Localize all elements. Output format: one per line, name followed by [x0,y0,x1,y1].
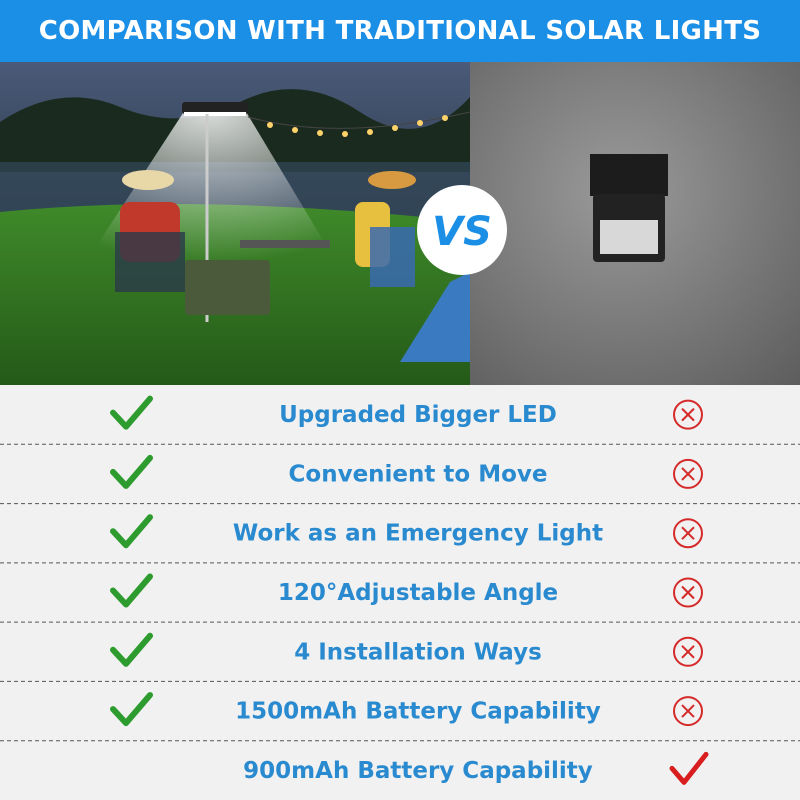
cross-part [673,577,703,608]
hat-right [368,171,416,189]
comparison-table: Upgraded Bigger LED Convenient to Move Wor… [0,395,800,785]
green-check [110,692,153,727]
feature-label: 900mAh Battery Capability [243,758,593,784]
red-cross [673,577,703,608]
cross-part [673,518,703,549]
green-check [110,454,153,489]
cross-part [673,636,703,667]
hat-left [122,170,174,190]
cooler-box [185,260,270,315]
string-light-wire [247,111,471,129]
green-check [110,573,153,608]
header-banner: COMPARISON WITH TRADITIONAL SOLAR LIGHTS [0,0,800,62]
tent [400,272,470,362]
table [240,240,330,248]
red-check [669,751,709,785]
chair-left [115,232,185,292]
feature-label: 4 Installation Ways [294,639,542,665]
red-cross [673,399,703,430]
green-check [110,395,153,430]
green-check [110,632,153,667]
green-check [110,514,153,549]
red-cross [673,518,703,549]
feature-label: 120°Adjustable Angle [278,580,558,606]
comparison-photos: VS [0,62,800,385]
light-led [600,220,658,254]
lamp-head [182,102,248,114]
feature-label: Convenient to Move [289,461,548,487]
cross-part [681,467,695,481]
cross-part [681,585,695,600]
cross-part [681,704,695,718]
solar-panel [590,154,668,196]
red-cross [673,696,703,727]
lamp-led [184,112,246,116]
cross-part [673,696,703,727]
cross-part [681,407,695,422]
cross-part [673,458,703,489]
vs-label: VS [432,209,492,255]
vs-badge [417,185,507,275]
string-lights [267,115,448,137]
cross-part [673,399,703,430]
chair-right [370,227,415,287]
feature-label: 1500mAh Battery Capability [235,699,601,725]
cross-part [681,526,695,540]
red-cross [673,458,703,489]
header-title: COMPARISON WITH TRADITIONAL SOLAR LIGHTS [38,16,762,46]
red-cross [673,636,703,667]
feature-label: Work as an Emergency Light [233,521,603,547]
cross-part [681,645,695,659]
feature-label: Upgraded Bigger LED [279,402,557,428]
